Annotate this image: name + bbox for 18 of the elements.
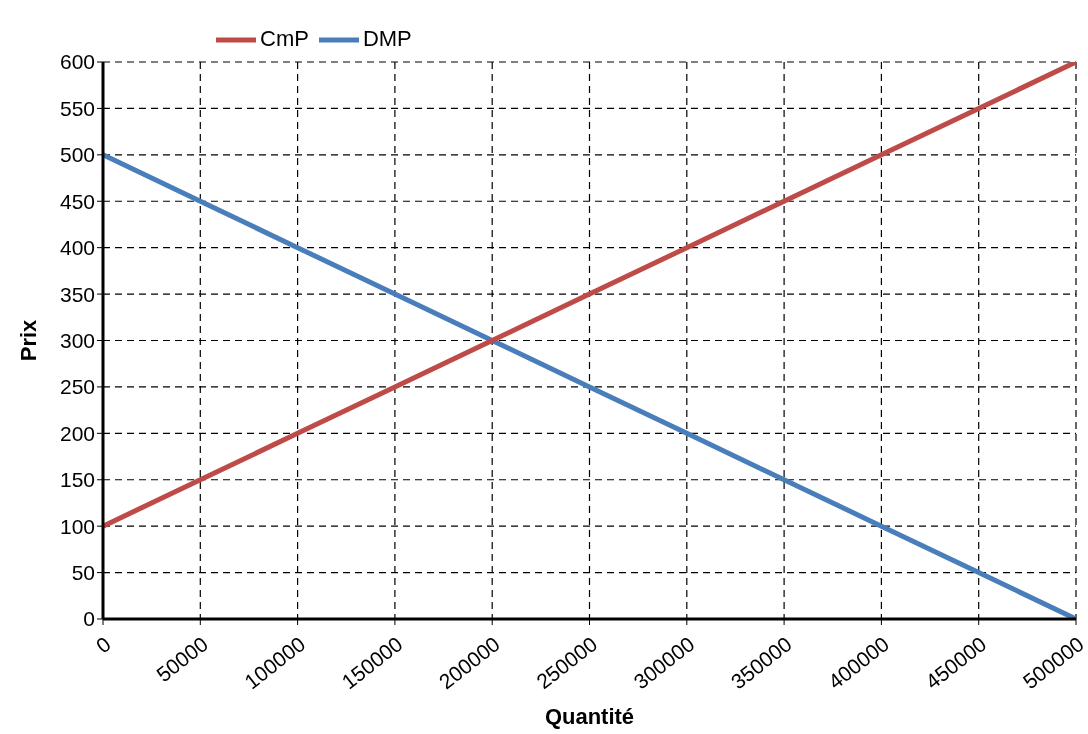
legend-label: DMP	[362, 25, 412, 51]
x-tick-label: 0	[91, 632, 115, 658]
x-axis-title: Quantité	[544, 704, 635, 729]
y-tick-label: 450	[59, 189, 95, 213]
y-tick-label: 150	[59, 468, 95, 492]
y-tick-label: 250	[59, 375, 95, 399]
y-tick-label: 550	[59, 96, 95, 120]
y-tick-label: 400	[59, 236, 95, 260]
y-tick-label: 500	[59, 143, 95, 167]
y-tick-label: 600	[59, 50, 95, 74]
y-tick-label: 350	[59, 282, 95, 306]
legend-label: CmP	[260, 25, 309, 51]
y-tick-label: 0	[83, 607, 95, 631]
y-tick-label: 50	[71, 561, 95, 585]
y-tick-label: 200	[59, 421, 95, 445]
y-tick-label: 300	[59, 328, 95, 352]
y-axis-title: Prix	[15, 318, 41, 362]
y-tick-label: 100	[59, 514, 95, 538]
